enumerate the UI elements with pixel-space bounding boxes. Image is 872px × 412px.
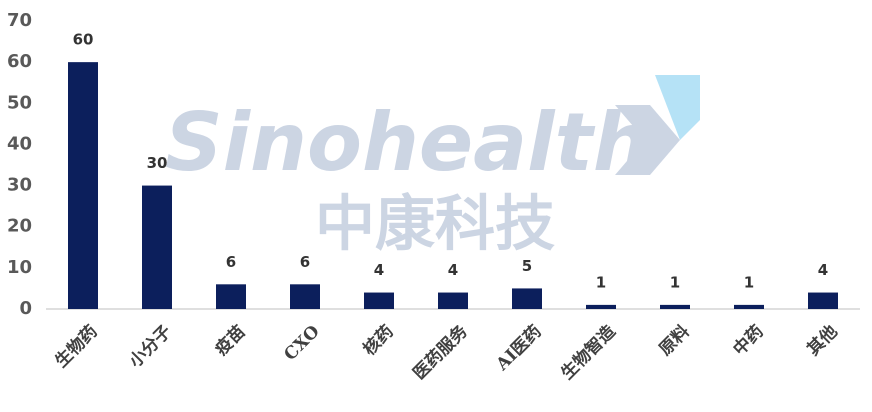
x-tick-label: 疫苗 [211, 321, 250, 360]
bar [142, 185, 172, 309]
y-tick-label: 0 [19, 298, 32, 319]
value-label: 4 [818, 261, 828, 279]
bar [512, 288, 542, 309]
x-tick-label: 生物药 [51, 321, 102, 372]
watermark-subtext: 中康科技 [315, 190, 555, 260]
bar [216, 284, 246, 309]
bar [290, 284, 320, 309]
bar [438, 292, 468, 309]
y-tick-label: 10 [7, 257, 32, 278]
logo-chevron [655, 75, 700, 140]
x-tick-label: 小分子 [126, 322, 176, 372]
value-label: 1 [744, 273, 754, 291]
value-label: 6 [226, 253, 236, 271]
value-label: 4 [374, 261, 384, 279]
bar [586, 304, 616, 309]
bar [68, 62, 98, 310]
bar [660, 304, 690, 309]
watermark-text: Sinohealth [165, 96, 650, 189]
value-label: 4 [448, 261, 458, 279]
x-tick-label: 生物智造 [557, 320, 621, 384]
y-tick-label: 60 [7, 51, 32, 72]
x-tick-label: 中药 [729, 321, 768, 360]
x-tick-label: CXO [280, 321, 323, 364]
bar [808, 292, 838, 309]
y-tick-label: 50 [7, 92, 32, 113]
bar [364, 292, 394, 309]
value-label: 5 [522, 257, 532, 275]
x-tick-label: 其他 [803, 321, 842, 360]
x-tick-label: AI医药 [491, 321, 546, 376]
value-label: 30 [147, 154, 168, 172]
y-tick-label: 20 [7, 216, 32, 237]
watermark: Sinohealth 中康科技 [165, 75, 700, 260]
logo-chevron [615, 105, 680, 175]
value-label: 60 [73, 31, 94, 49]
x-tick-label: 医药服务 [409, 320, 473, 384]
x-tick-label: 核药 [359, 321, 398, 360]
bar [734, 304, 764, 309]
y-tick-label: 70 [7, 10, 32, 31]
value-label: 1 [596, 273, 606, 291]
x-tick-label: 原料 [655, 321, 694, 360]
value-label: 6 [300, 253, 310, 271]
y-tick-label: 40 [7, 133, 32, 154]
value-label: 1 [670, 273, 680, 291]
y-tick-label: 30 [7, 175, 32, 196]
